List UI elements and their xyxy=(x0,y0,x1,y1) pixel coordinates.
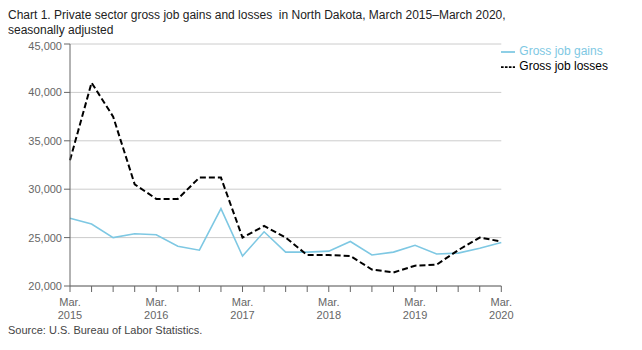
svg-text:35,000: 35,000 xyxy=(28,135,62,147)
html-text:Gross job losses: Gross job losses xyxy=(519,58,608,73)
svg-text:20,000: 20,000 xyxy=(28,280,62,292)
html-text:Gross job gains: Gross job gains xyxy=(519,44,603,58)
svg-text:25,000: 25,000 xyxy=(28,232,62,244)
svg-text:45,000: 45,000 xyxy=(28,40,62,52)
svg-text:Mar.2019: Mar.2019 xyxy=(403,296,427,321)
svg-text:Mar.2017: Mar.2017 xyxy=(230,296,254,321)
svg-text:30,000: 30,000 xyxy=(28,183,62,195)
svg-text:Mar.2018: Mar.2018 xyxy=(317,296,341,321)
html-text:seasonally adjusted: seasonally adjusted xyxy=(8,23,114,37)
svg-text:Mar.2020: Mar.2020 xyxy=(489,296,513,321)
svg-text:Mar.2015: Mar.2015 xyxy=(58,296,82,321)
html-text:Source: U.S. Bureau of Labor S: Source: U.S. Bureau of Labor Statistics. xyxy=(8,324,203,336)
svg-text:Mar.2016: Mar.2016 xyxy=(144,296,168,321)
html-text:Chart 1. Private sector gross: Chart 1. Private sector gross job gains … xyxy=(8,8,506,22)
svg-text:40,000: 40,000 xyxy=(28,86,62,98)
